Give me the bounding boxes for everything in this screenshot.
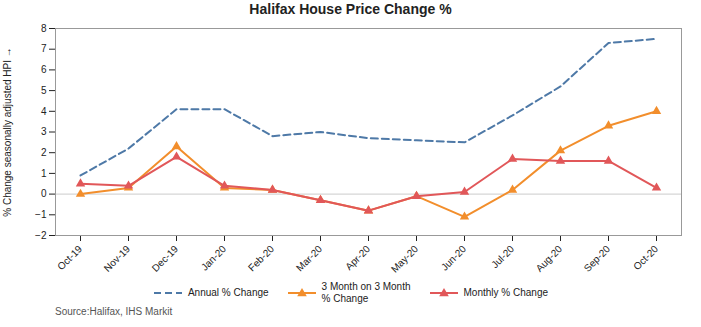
svg-text:2: 2	[41, 147, 47, 158]
svg-text:Nov-19: Nov-19	[102, 243, 133, 274]
svg-text:Jan-20: Jan-20	[199, 243, 229, 273]
html-text:Monthly % Change: Monthly % Change	[463, 287, 548, 298]
svg-text:−2: −2	[35, 230, 47, 241]
svg-text:3: 3	[41, 126, 47, 137]
html-text:3 Month on 3 Month % Change: 3 Month on 3 Month % Change	[321, 281, 411, 304]
svg-text:Sep-20: Sep-20	[582, 243, 613, 274]
svg-text:0: 0	[41, 188, 47, 199]
svg-text:1: 1	[41, 168, 47, 179]
svg-text:Aug-20: Aug-20	[534, 243, 565, 274]
svg-text:Feb-20: Feb-20	[246, 243, 276, 273]
svg-text:Jun-20: Jun-20	[439, 243, 469, 273]
html-text:Annual % Change: Annual % Change	[188, 287, 269, 298]
svg-text:−1: −1	[35, 209, 47, 220]
svg-text:Dec-19: Dec-19	[150, 243, 181, 274]
svg-text:May-20: May-20	[389, 243, 421, 275]
svg-text:Apr-20: Apr-20	[343, 243, 372, 272]
svg-text:Oct-20: Oct-20	[631, 243, 660, 272]
svg-text:5: 5	[41, 85, 47, 96]
svg-text:Oct-19: Oct-19	[55, 243, 84, 272]
svg-text:6: 6	[41, 64, 47, 75]
html-text:Source:Halifax, IHS Markit: Source:Halifax, IHS Markit	[55, 306, 173, 317]
svg-text:4: 4	[41, 106, 47, 117]
svg-text:7: 7	[41, 43, 47, 54]
svg-text:% Change seasonally adjusted H: % Change seasonally adjusted HPI →	[2, 47, 13, 217]
svg-text:Mar-20: Mar-20	[294, 243, 324, 273]
svg-text:Jul-20: Jul-20	[489, 243, 516, 270]
svg-text:8: 8	[41, 23, 47, 34]
html-text:Halifax House Price Change %: Halifax House Price Change %	[249, 1, 452, 17]
